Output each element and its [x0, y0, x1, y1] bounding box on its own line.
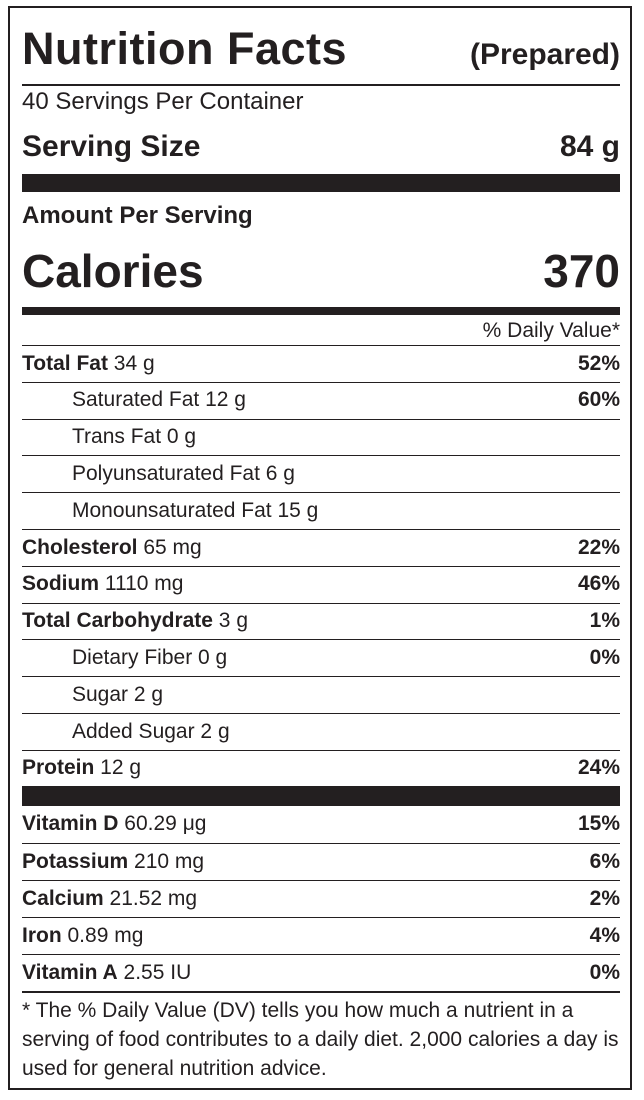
calories-value: 370: [543, 245, 620, 297]
nutrient-amount: 65 mg: [137, 535, 202, 559]
vitamin-amount: 60.29 μg: [118, 812, 207, 835]
vitamin-name: Vitamin A 2.55 IU: [22, 961, 191, 985]
nutrient-amount: 3 g: [212, 609, 248, 633]
nutrient-label: Sugar 2 g: [72, 682, 164, 706]
nutrient-row: Sugar 2 g: [22, 676, 620, 712]
nutrient-daily-value: 46%: [577, 572, 620, 596]
nutrient-name: Polyunsaturated Fat 6 g: [22, 462, 295, 486]
serving-size-row: Serving Size 84 g: [22, 130, 620, 164]
nutrient-name: Protein 12 g: [22, 756, 141, 780]
nutrient-row: Total Carbohydrate 3 g 1%: [22, 602, 620, 639]
vitamin-row: Vitamin A 2.55 IU 0%: [22, 954, 620, 990]
vitamin-amount: 0.89 mg: [61, 923, 144, 947]
nutrient-label: Cholesterol: [22, 535, 138, 559]
nutrient-amount: 1110 mg: [99, 572, 184, 596]
nutrient-row: Protein 12 g 24%: [22, 749, 620, 786]
vitamin-name: Calcium 21.52 mg: [22, 887, 197, 911]
label-title: Nutrition Facts: [22, 23, 348, 74]
calories-label: Calories: [22, 245, 204, 297]
vitamin-label: Potassium: [22, 849, 129, 873]
nutrient-label: Protein: [22, 756, 95, 780]
nutrient-name: Monounsaturated Fat 15 g: [22, 499, 318, 523]
vitamin-label: Iron: [22, 923, 62, 947]
nutrient-row: Total Fat 34 g 52%: [22, 345, 620, 381]
nutrient-name: Total Fat 34 g: [22, 352, 155, 376]
vitamin-row: Calcium 21.52 mg 2%: [22, 880, 620, 916]
nutrient-daily-value: 52%: [577, 351, 620, 375]
vitamin-row: Potassium 210 mg 6%: [22, 843, 620, 879]
nutrient-label: Polyunsaturated Fat 6 g: [72, 461, 295, 485]
serving-size-label: Serving Size: [22, 130, 201, 163]
thick-bar-vitamins: [22, 786, 620, 806]
footnote: * The % Daily Value (DV) tells you how m…: [22, 999, 619, 1080]
prepared-note: (Prepared): [469, 38, 620, 71]
vitamin-row: Vitamin D 60.29 μg 15%: [22, 806, 620, 842]
vitamin-name: Potassium 210 mg: [22, 850, 204, 874]
nutrient-row: Cholesterol 65 mg 22%: [22, 529, 620, 565]
nutrient-name: Added Sugar 2 g: [22, 720, 230, 744]
nutrient-name: Cholesterol 65 mg: [22, 536, 202, 560]
nutrient-name: Saturated Fat 12 g: [22, 388, 246, 412]
nutrient-name: Dietary Fiber 0 g: [22, 646, 227, 670]
serving-size-value: 84 g: [559, 130, 620, 163]
vitamin-daily-value: 6%: [589, 849, 620, 873]
vitamin-daily-value: 15%: [577, 812, 620, 835]
nutrient-amount: 12 g: [94, 756, 142, 780]
nutrient-daily-value: 1%: [589, 609, 620, 633]
nutrient-label: Saturated Fat 12 g: [72, 388, 246, 412]
vitamin-daily-value: 2%: [589, 886, 620, 910]
nutrient-label: Monounsaturated Fat 15 g: [72, 498, 319, 522]
vitamin-amount: 210 mg: [128, 849, 205, 873]
nutrition-label: Nutrition Facts (Prepared) 40 Servings P…: [8, 6, 632, 1090]
nutrient-daily-value: 0%: [589, 645, 620, 669]
vitamin-label: Vitamin D: [22, 812, 119, 835]
nutrient-row: Monounsaturated Fat 15 g: [22, 492, 620, 528]
thick-bar-top: [22, 174, 620, 192]
vitamin-daily-value: 0%: [589, 960, 620, 984]
nutrient-row: Polyunsaturated Fat 6 g: [22, 455, 620, 491]
nutrient-name: Sodium 1110 mg: [22, 572, 183, 596]
nutrient-label: Dietary Fiber 0 g: [72, 645, 228, 669]
nutrient-row: Added Sugar 2 g: [22, 713, 620, 749]
nutrient-row: Saturated Fat 12 g 60%: [22, 381, 620, 418]
nutrient-name: Sugar 2 g: [22, 683, 163, 707]
nutrient-name: Trans Fat 0 g: [22, 425, 196, 449]
nutrient-label: Trans Fat 0 g: [72, 425, 197, 449]
daily-value-header: % Daily Value*: [482, 319, 620, 342]
vitamin-amount: 21.52 mg: [103, 886, 198, 910]
servings-per-container: 40 Servings Per Container: [22, 88, 304, 115]
title-row: Nutrition Facts (Prepared): [22, 14, 620, 84]
vitamin-name: Iron 0.89 mg: [22, 924, 143, 948]
medium-bar: [22, 307, 620, 315]
nutrient-amount: 34 g: [107, 351, 155, 375]
nutrient-row: Trans Fat 0 g: [22, 418, 620, 455]
amount-per-serving: Amount Per Serving: [22, 202, 253, 229]
vitamin-row: Iron 0.89 mg 4%: [22, 917, 620, 953]
vitamin-name: Vitamin D 60.29 μg: [22, 812, 206, 836]
nutrient-name: Total Carbohydrate 3 g: [22, 609, 248, 633]
nutrient-row: Sodium 1110 mg 46%: [22, 565, 620, 602]
nutrient-daily-value: 60%: [577, 388, 620, 412]
vitamin-label: Vitamin A: [22, 960, 118, 984]
footnote-rule: [22, 991, 620, 993]
nutrient-daily-value: 24%: [577, 756, 620, 780]
nutrient-label: Added Sugar 2 g: [72, 719, 230, 743]
vitamin-amount: 2.55 IU: [117, 960, 192, 984]
nutrient-label: Total Carbohydrate: [22, 609, 213, 633]
nutrient-daily-value: 22%: [577, 535, 620, 559]
nutrient-label: Total Fat: [22, 351, 108, 375]
nutrient-label: Sodium: [22, 572, 99, 596]
vitamin-label: Calcium: [22, 886, 104, 910]
calories-row: Calories 370: [22, 244, 620, 298]
vitamin-daily-value: 4%: [589, 923, 620, 947]
nutrient-row: Dietary Fiber 0 g 0%: [22, 639, 620, 675]
title-rule: [22, 84, 620, 86]
